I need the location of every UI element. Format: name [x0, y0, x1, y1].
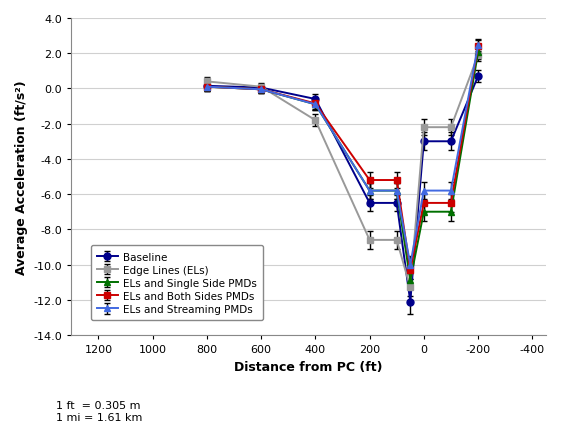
Legend: Baseline, Edge Lines (ELs), ELs and Single Side PMDs, ELs and Both Sides PMDs, E: Baseline, Edge Lines (ELs), ELs and Sing… — [91, 246, 263, 320]
Y-axis label: Average Acceleration (ft/s²): Average Acceleration (ft/s²) — [15, 80, 28, 274]
X-axis label: Distance from PC (ft): Distance from PC (ft) — [234, 360, 383, 373]
Text: 1 ft  = 0.305 m
1 mi = 1.61 km: 1 ft = 0.305 m 1 mi = 1.61 km — [56, 400, 142, 422]
